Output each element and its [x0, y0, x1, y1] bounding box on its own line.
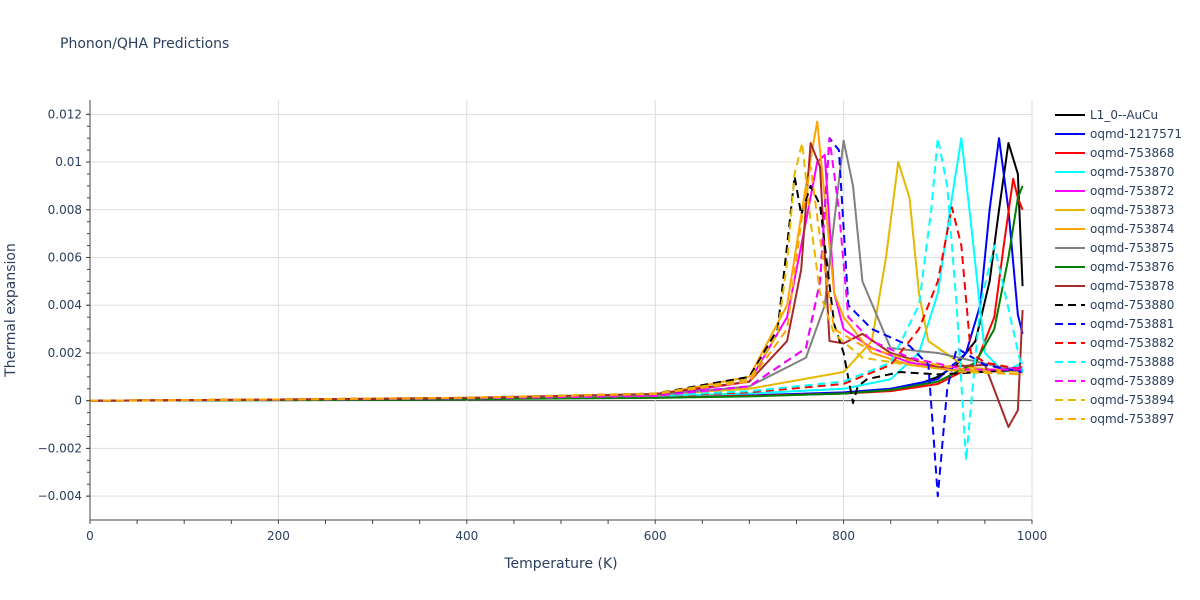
legend-item-oqmd-753882[interactable]: oqmd-753882 — [1055, 336, 1174, 350]
grid-layer — [90, 100, 1033, 520]
legend-label: L1_0--AuCu — [1090, 108, 1158, 122]
series-line-oqmd-753882 — [90, 206, 1023, 402]
y-axis-title: Thermal expansion — [3, 243, 19, 378]
y-tick-label: −0.002 — [38, 441, 82, 455]
legend-item-oqmd-753881[interactable]: oqmd-753881 — [1055, 317, 1174, 331]
y-axis-ticks: −0.004 −0.002 0 0.002 0.004 0.006 0.008 0.01 0.0… — [38, 107, 90, 503]
legend-label: oqmd-753897 — [1090, 412, 1174, 426]
x-tick-label: 400 — [455, 529, 478, 543]
legend-label: oqmd-753894 — [1090, 393, 1174, 407]
y-tick-label: 0.002 — [48, 346, 82, 360]
legend-label: oqmd-753875 — [1090, 241, 1174, 255]
legend-item-oqmd-753873[interactable]: oqmd-753873 — [1055, 203, 1174, 217]
legend-item-oqmd-753876[interactable]: oqmd-753876 — [1055, 260, 1174, 274]
legend-label: oqmd-753880 — [1090, 298, 1174, 312]
series-line-oqmd-753888 — [90, 137, 1024, 462]
legend-label: oqmd-753874 — [1090, 222, 1174, 236]
legend-label: oqmd-753881 — [1090, 317, 1174, 331]
legend-label: oqmd-753878 — [1090, 279, 1174, 293]
x-tick-label: 0 — [86, 529, 94, 543]
legend-item-oqmd-753888[interactable]: oqmd-753888 — [1055, 355, 1174, 369]
legend[interactable]: L1_0--AuCu oqmd-1217571 oqmd-753868 oqmd-75… — [1055, 108, 1182, 426]
series-line-oqmd-753874 — [90, 120, 1023, 402]
legend-item-oqmd-753880[interactable]: oqmd-753880 — [1055, 298, 1174, 312]
series-line-oqmd-753878 — [90, 141, 1024, 428]
legend-item-oqmd-753875[interactable]: oqmd-753875 — [1055, 241, 1174, 255]
legend-label: oqmd-753872 — [1090, 184, 1174, 198]
legend-item-L1_0--AuCu[interactable]: L1_0--AuCu — [1055, 108, 1158, 122]
series-line-oqmd-753881 — [90, 137, 1023, 498]
legend-label: oqmd-753870 — [1090, 165, 1174, 179]
legend-item-oqmd-1217571[interactable]: oqmd-1217571 — [1055, 127, 1182, 141]
legend-label: oqmd-753888 — [1090, 355, 1174, 369]
legend-label: oqmd-753873 — [1090, 203, 1174, 217]
legend-item-oqmd-753868[interactable]: oqmd-753868 — [1055, 146, 1174, 160]
legend-item-oqmd-753897[interactable]: oqmd-753897 — [1055, 412, 1174, 426]
x-axis-ticks: 0 200 400 600 800 1000 — [86, 520, 1047, 543]
legend-item-oqmd-753872[interactable]: oqmd-753872 — [1055, 184, 1174, 198]
legend-label: oqmd-1217571 — [1090, 127, 1182, 141]
y-tick-label: 0.004 — [48, 298, 82, 312]
x-axis-title: Temperature (K) — [503, 556, 617, 572]
legend-item-oqmd-753878[interactable]: oqmd-753878 — [1055, 279, 1174, 293]
legend-label: oqmd-753882 — [1090, 336, 1174, 350]
legend-item-oqmd-753889[interactable]: oqmd-753889 — [1055, 374, 1174, 388]
series-layer — [90, 120, 1024, 498]
legend-item-oqmd-753874[interactable]: oqmd-753874 — [1055, 222, 1174, 236]
y-tick-label: 0.006 — [48, 251, 82, 265]
chart-title: Phonon/QHA Predictions — [60, 36, 230, 52]
legend-item-oqmd-753894[interactable]: oqmd-753894 — [1055, 393, 1174, 407]
y-tick-label: 0.012 — [48, 107, 82, 121]
x-tick-label: 800 — [832, 529, 855, 543]
series-line-oqmd-753876 — [90, 185, 1024, 402]
series-line-oqmd-753897 — [90, 165, 1023, 402]
y-tick-label: 0.008 — [48, 203, 82, 217]
y-tick-label: 0.01 — [55, 155, 82, 169]
legend-label: oqmd-753889 — [1090, 374, 1174, 388]
y-tick-label: 0 — [74, 394, 82, 408]
x-tick-label: 1000 — [1017, 529, 1048, 543]
legend-label: oqmd-753876 — [1090, 260, 1174, 274]
legend-item-oqmd-753870[interactable]: oqmd-753870 — [1055, 165, 1174, 179]
y-tick-label: −0.004 — [38, 489, 82, 503]
x-tick-label: 200 — [267, 529, 290, 543]
legend-label: oqmd-753868 — [1090, 146, 1174, 160]
x-tick-label: 600 — [644, 529, 667, 543]
